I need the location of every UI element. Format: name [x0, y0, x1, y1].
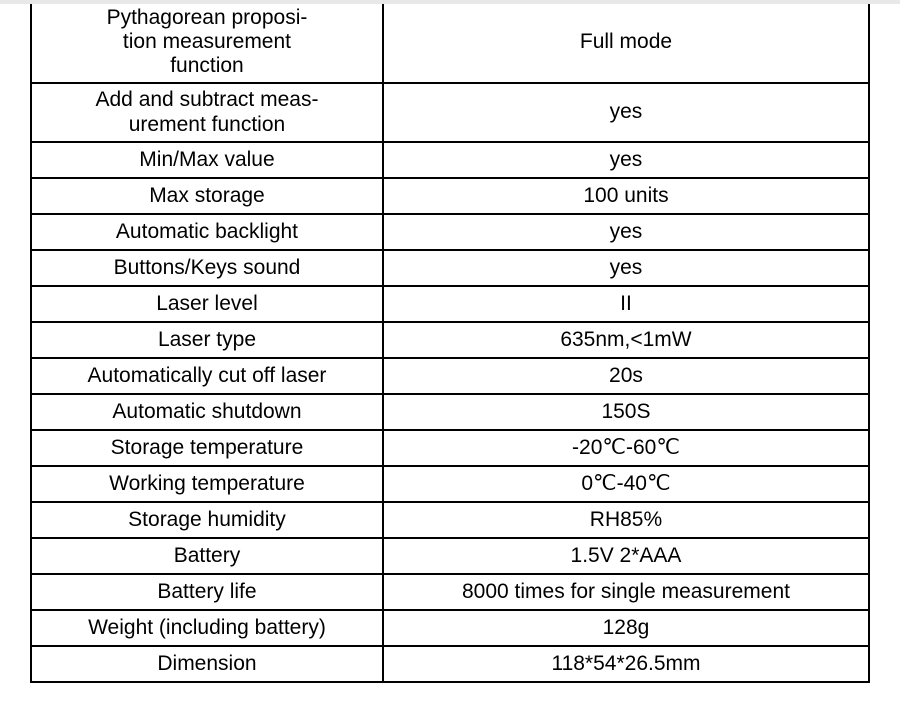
spec-label: Max storage: [31, 178, 383, 214]
spec-value: yes: [383, 214, 869, 250]
table-row: Battery life8000 times for single measur…: [31, 574, 869, 610]
table-row: Working temperature0℃-40℃: [31, 466, 869, 502]
table-row: Weight (including battery)128g: [31, 610, 869, 646]
spec-label: Add and subtract meas-urement function: [31, 83, 383, 141]
spec-value: 150S: [383, 394, 869, 430]
table-row: Automatic backlightyes: [31, 214, 869, 250]
table-row: Storage humidityRH85%: [31, 502, 869, 538]
spec-label: Battery life: [31, 574, 383, 610]
spec-value: Full mode: [383, 1, 869, 83]
spec-value: yes: [383, 250, 869, 286]
table-row: Add and subtract meas-urement functionye…: [31, 83, 869, 141]
spec-value: -20℃-60℃: [383, 430, 869, 466]
table-row: Battery1.5V 2*AAA: [31, 538, 869, 574]
spec-label: Min/Max value: [31, 142, 383, 178]
spec-value: 20s: [383, 358, 869, 394]
spec-label: Weight (including battery): [31, 610, 383, 646]
spec-value: yes: [383, 83, 869, 141]
spec-value: 8000 times for single measurement: [383, 574, 869, 610]
table-row: Buttons/Keys soundyes: [31, 250, 869, 286]
spec-label: Battery: [31, 538, 383, 574]
spec-value: 635nm,<1mW: [383, 322, 869, 358]
spec-value: II: [383, 286, 869, 322]
spec-value: 1.5V 2*AAA: [383, 538, 869, 574]
table-row: Storage temperature-20℃-60℃: [31, 430, 869, 466]
table-row: Dimension118*54*26.5mm: [31, 646, 869, 682]
spec-label: Working temperature: [31, 466, 383, 502]
spec-table: Pythagorean proposi-tion measurementfunc…: [30, 0, 870, 683]
table-row: Automatic shutdown150S: [31, 394, 869, 430]
spec-value: RH85%: [383, 502, 869, 538]
spec-value: 118*54*26.5mm: [383, 646, 869, 682]
table-row: Laser type635nm,<1mW: [31, 322, 869, 358]
table-row: Automatically cut off laser20s: [31, 358, 869, 394]
spec-label: Laser level: [31, 286, 383, 322]
spec-table-body: Pythagorean proposi-tion measurementfunc…: [31, 1, 869, 682]
spec-label: Automatically cut off laser: [31, 358, 383, 394]
spec-label: Dimension: [31, 646, 383, 682]
table-row: Max storage100 units: [31, 178, 869, 214]
spec-label: Pythagorean proposi-tion measurementfunc…: [31, 1, 383, 83]
table-row: Laser levelII: [31, 286, 869, 322]
spec-label: Buttons/Keys sound: [31, 250, 383, 286]
spec-label: Storage humidity: [31, 502, 383, 538]
table-row: Pythagorean proposi-tion measurementfunc…: [31, 1, 869, 83]
table-row: Min/Max valueyes: [31, 142, 869, 178]
page: Pythagorean proposi-tion measurementfunc…: [0, 0, 900, 706]
spec-value: 128g: [383, 610, 869, 646]
spec-value: 100 units: [383, 178, 869, 214]
spec-value: 0℃-40℃: [383, 466, 869, 502]
spec-label: Automatic shutdown: [31, 394, 383, 430]
spec-label: Laser type: [31, 322, 383, 358]
spec-value: yes: [383, 142, 869, 178]
spec-label: Automatic backlight: [31, 214, 383, 250]
spec-label: Storage temperature: [31, 430, 383, 466]
